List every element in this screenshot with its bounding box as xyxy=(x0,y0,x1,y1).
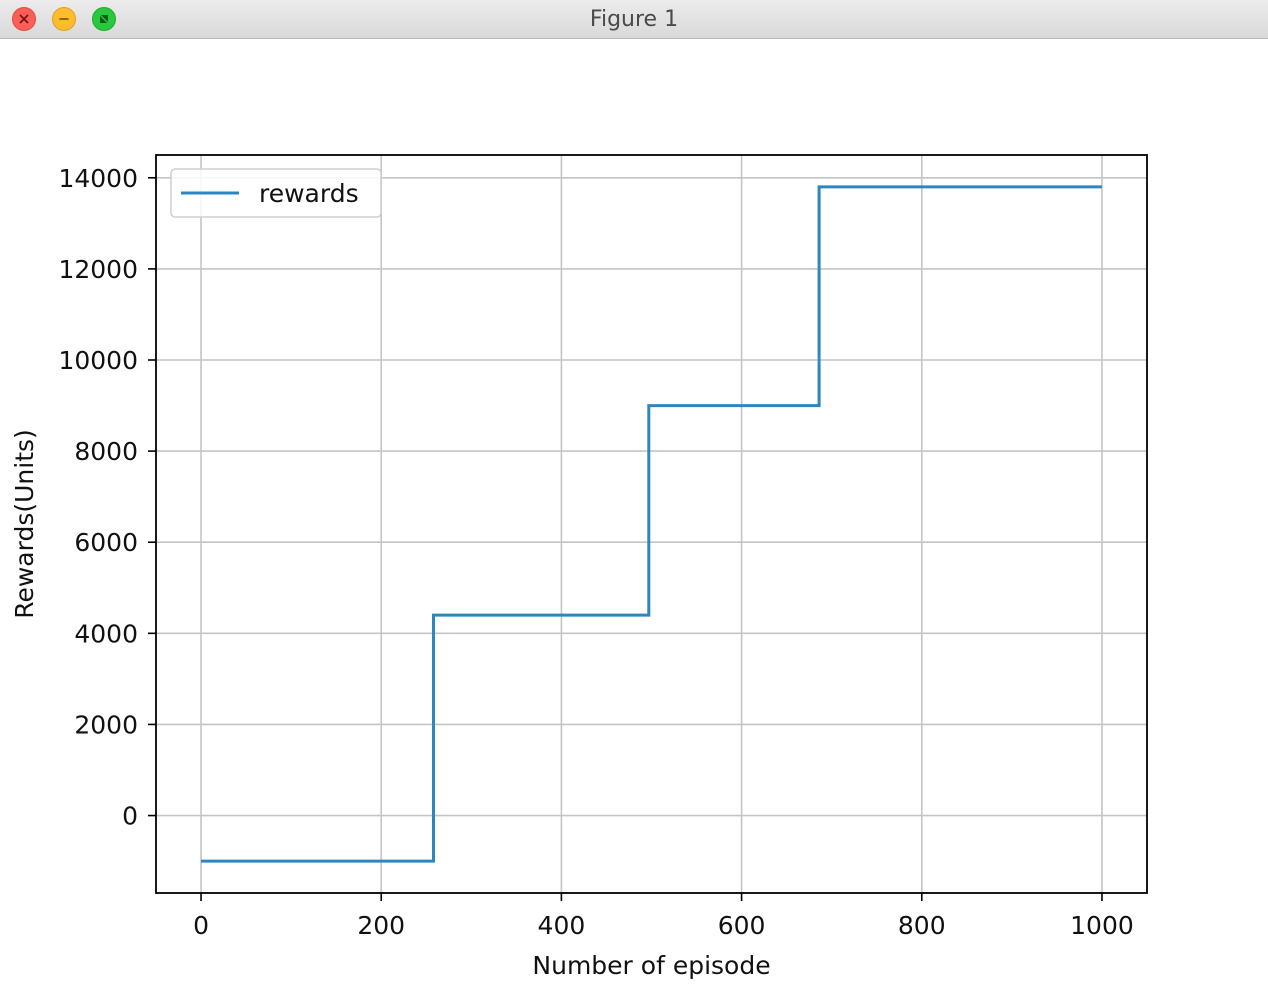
x-tick-label: 600 xyxy=(718,911,766,940)
x-tick-label: 400 xyxy=(538,911,586,940)
line-chart: 0 200 400 600 800 100002000400060008000100001… xyxy=(10,154,1148,980)
y-tick-label: 12000 xyxy=(58,255,138,284)
x-tick-label: 200 xyxy=(357,911,405,940)
x-tick-label: 0 xyxy=(193,911,209,940)
close-icon[interactable] xyxy=(12,7,36,31)
x-tick-label: 1000 xyxy=(1070,911,1134,940)
zoom-icon[interactable] xyxy=(92,7,116,31)
title-bar: Figure 1 xyxy=(0,0,1268,39)
minimize-icon[interactable] xyxy=(52,7,76,31)
y-tick-label: 6000 xyxy=(74,528,138,557)
legend-box xyxy=(170,168,382,218)
series-line-rewards xyxy=(201,185,1102,863)
y-tick-label: 4000 xyxy=(74,619,138,648)
y-tick-label: 10000 xyxy=(58,346,138,375)
x-tick-label: 800 xyxy=(898,911,946,940)
window-title: Figure 1 xyxy=(589,7,679,32)
y-tick-label: 8000 xyxy=(74,437,138,466)
x-axis-label: Number of episode xyxy=(532,951,770,980)
axes-frame xyxy=(155,154,1148,894)
y-tick-label: 14000 xyxy=(58,164,138,193)
y-axis-label: Rewards(Units) xyxy=(10,429,39,619)
legend-label: rewards xyxy=(259,179,359,208)
y-tick-label: 0 xyxy=(122,802,138,831)
y-tick-label: 2000 xyxy=(74,710,138,739)
plot-area: 0 200 400 600 800 1000 0 2000 4000 6000 8000 10000 1… xyxy=(0,40,1268,990)
